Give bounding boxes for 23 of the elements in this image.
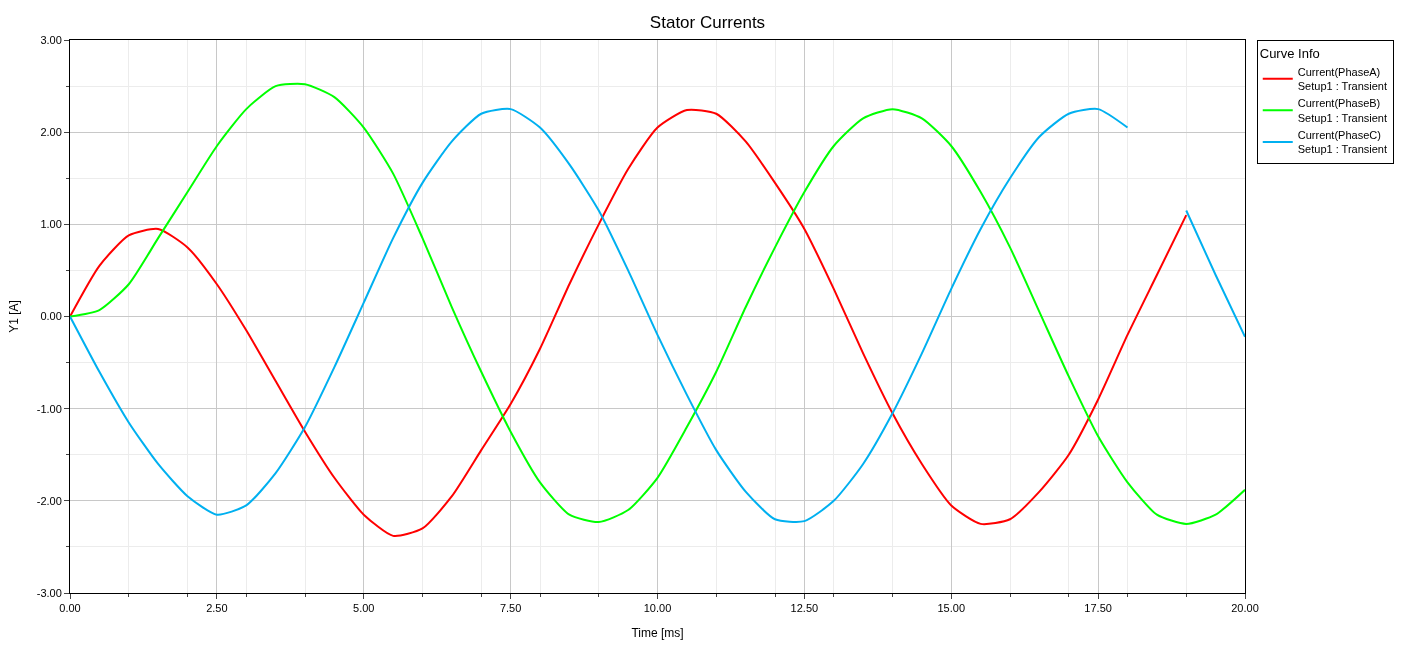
y-tick-label: 1.00 <box>40 218 62 231</box>
x-tick-label: 7.50 <box>499 602 522 615</box>
y-tick-label: 2.00 <box>40 126 62 139</box>
x-tick-label: 12.50 <box>790 602 819 615</box>
legend-label: Current(PhaseB) Setup1 : Transient <box>1297 97 1388 124</box>
y-axis-title: Y1 [A] <box>7 300 22 333</box>
y-tick-label: -2.00 <box>36 494 62 507</box>
x-tick-label: 20.00 <box>1231 602 1259 615</box>
x-tick-label: 10.00 <box>643 602 672 615</box>
x-tick-label: 17.50 <box>1084 602 1112 615</box>
x-tick-label: 15.00 <box>937 602 966 615</box>
x-tick-label: 5.00 <box>353 602 375 615</box>
y-tick-label: 0.00 <box>40 310 62 323</box>
y-tick-label: -3.00 <box>36 586 62 599</box>
legend-label: Current(PhaseC) Setup1 : Transient <box>1297 129 1388 156</box>
y-tick-label: 3.00 <box>40 33 62 46</box>
x-tick-label: 2.50 <box>206 602 228 615</box>
chart-title: Stator Currents <box>649 13 766 33</box>
y-tick-label: -1.00 <box>36 402 62 415</box>
legend-title: Curve Info <box>1259 45 1320 61</box>
x-tick-label: 0.00 <box>59 602 81 615</box>
x-axis-title: Time [ms] <box>631 626 684 641</box>
legend-label: Current(PhaseA) Setup1 : Transient <box>1297 65 1388 93</box>
